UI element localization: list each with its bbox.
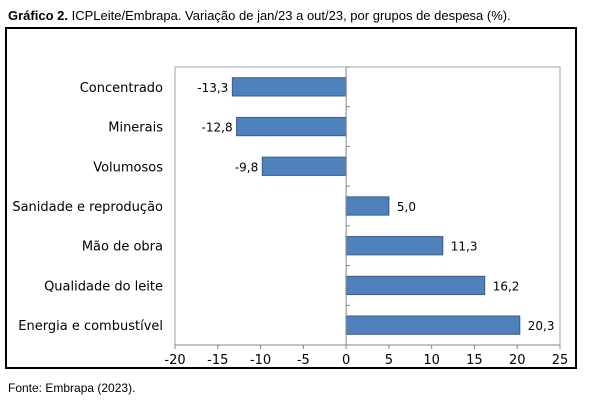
bar (236, 116, 347, 137)
category-label: Concentrado (80, 81, 163, 96)
x-tick-label: 10 (423, 353, 440, 367)
bar (345, 196, 390, 216)
category-label: Energia e combustível (18, 319, 163, 334)
data-label: -12,8 (202, 121, 233, 135)
chart-frame: Concentrado -13,3 Minerais -12,8 Volumosos -9… (5, 27, 577, 369)
category-label: Mão de obra (82, 240, 163, 255)
x-tick-label: 5 (385, 353, 393, 367)
category-label: Sanidade e reprodução (12, 200, 163, 215)
data-label: 20,3 (528, 319, 555, 333)
x-tick-label: 20 (509, 353, 526, 367)
data-label: 11,3 (451, 240, 478, 254)
bar (231, 77, 347, 97)
data-label: -9,8 (235, 160, 258, 174)
data-label: -13,3 (197, 81, 228, 95)
x-tick-label: 15 (466, 353, 483, 367)
caption-prefix: Gráfico 2. (8, 8, 68, 23)
category-label: Qualidade do leite (44, 279, 163, 294)
bar (345, 315, 521, 335)
x-tick-label: -5 (297, 353, 310, 367)
caption-text: ICPLeite/Embrapa. Variação de jan/23 a o… (71, 8, 511, 23)
bar (345, 275, 486, 296)
category-label: Volumosos (93, 160, 163, 175)
x-tick-label: -15 (207, 353, 228, 367)
x-tick-label: 25 (552, 353, 569, 367)
category-label: Minerais (108, 121, 163, 136)
data-label: 16,2 (493, 279, 520, 293)
x-tick-label: 0 (342, 353, 350, 367)
chart-caption: Gráfico 2. ICPLeite/Embrapa. Variação de… (8, 8, 511, 23)
source-note: Fonte: Embrapa (2023). (8, 381, 136, 395)
x-tick-label: -20 (164, 353, 185, 367)
bar-chart: Concentrado -13,3 Minerais -12,8 Volumosos -9… (12, 66, 569, 367)
bar (345, 236, 444, 256)
x-tick-label: -10 (250, 353, 271, 367)
data-label: 5,0 (397, 200, 416, 214)
bar (261, 156, 347, 176)
